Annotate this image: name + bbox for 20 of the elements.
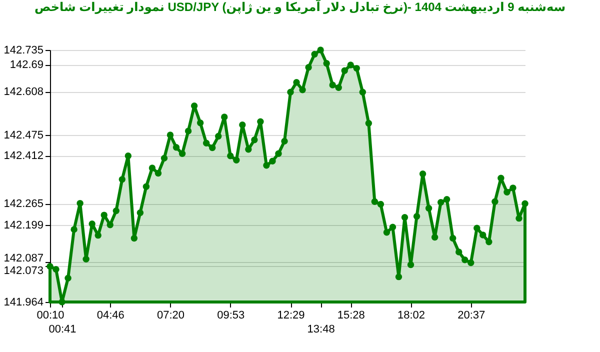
x-tick-label: 09:53 xyxy=(217,310,245,322)
y-tick-label: 142.608 xyxy=(4,86,44,98)
y-tick-label: 142.073 xyxy=(4,264,44,277)
x-tick-label: 15:28 xyxy=(337,310,365,322)
x-tick-label: 04:46 xyxy=(96,310,124,322)
x-tick-label: 07:20 xyxy=(156,310,185,322)
y-tick-label: 142.412 xyxy=(4,150,44,162)
x-tick-label: 18:02 xyxy=(397,310,426,322)
y-tick-label: 142.69 xyxy=(10,59,44,72)
x-tick-label: 00:10 xyxy=(36,310,64,322)
x-tick-label: 13:48 xyxy=(307,324,335,336)
x-tick-label: 00:41 xyxy=(48,324,76,336)
y-tick-label: 142.265 xyxy=(4,198,44,210)
y-tick-label: 142.087 xyxy=(4,252,44,264)
x-tick-label: 20:37 xyxy=(458,310,486,322)
y-tick-label: 142.735 xyxy=(4,44,44,56)
x-tick-label: 12:29 xyxy=(277,310,305,322)
y-tick-label: 142.199 xyxy=(4,220,44,232)
y-tick-label: 142.475 xyxy=(4,129,44,142)
y-tick-label: 141.964 xyxy=(4,296,44,308)
